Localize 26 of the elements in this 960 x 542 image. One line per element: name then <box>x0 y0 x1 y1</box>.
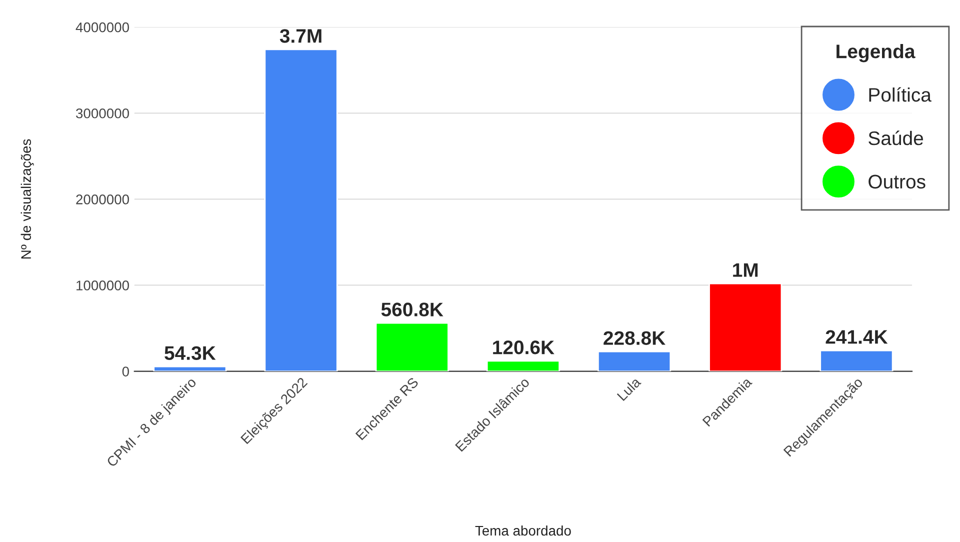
bar <box>820 350 894 372</box>
data-label: 560.8K <box>381 302 444 316</box>
x-tick-label: Lula <box>616 376 642 402</box>
legend-title: Legenda <box>836 44 916 62</box>
bar <box>153 366 227 372</box>
y-tick-label: 3000000 <box>76 108 129 118</box>
y-axis-title: Nº de visualizações <box>20 139 34 258</box>
legend-label: Política <box>869 87 932 102</box>
y-tick-label: 1000000 <box>76 280 129 290</box>
data-label: 228.8K <box>604 331 666 345</box>
legend-label: Saúde <box>868 130 924 146</box>
bar <box>597 350 672 372</box>
data-label: 54.3K <box>164 346 216 360</box>
y-tick-label: 4000000 <box>76 22 129 32</box>
data-label: 3.7M <box>280 29 322 43</box>
data-label: 241.4K <box>826 330 888 344</box>
bar <box>708 282 782 372</box>
data-label: 120.6K <box>493 340 554 354</box>
y-tick-label: 2000000 <box>76 194 129 204</box>
bar <box>264 48 338 372</box>
x-axis-title: Tema abordado <box>475 525 571 536</box>
bar <box>375 322 449 372</box>
data-label: 1M <box>733 263 758 277</box>
bar <box>486 360 560 372</box>
y-tick-label: 0 <box>122 366 129 376</box>
legend-label: Outros <box>868 174 926 189</box>
